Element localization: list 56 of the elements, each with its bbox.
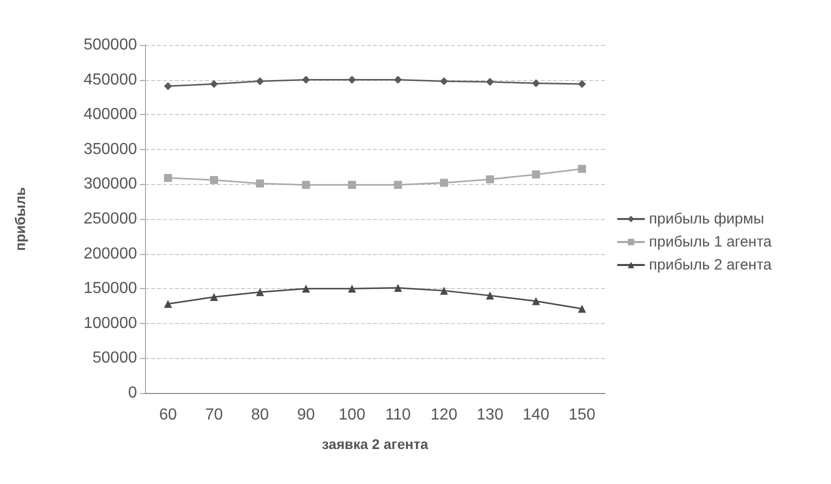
- x-tick-label: 60: [159, 406, 177, 424]
- point: [486, 292, 494, 300]
- point: [348, 284, 356, 293]
- point: [440, 178, 448, 187]
- point: [210, 80, 218, 88]
- y-tick-label: 50000: [92, 350, 138, 367]
- y-tick-label: 0: [128, 384, 138, 402]
- point: [302, 180, 310, 189]
- point: [164, 174, 172, 182]
- point: [578, 164, 586, 173]
- y-tick-label: 200000: [84, 245, 138, 262]
- legend-label: прибыль 1 агента: [649, 234, 772, 250]
- point: [256, 77, 264, 86]
- point: [440, 286, 448, 295]
- y-tick-label: 100000: [84, 314, 138, 332]
- y-tick-label: 300000: [84, 176, 138, 193]
- point: [164, 300, 172, 308]
- point: [302, 76, 310, 84]
- point: [348, 76, 356, 84]
- point: [532, 297, 540, 306]
- point: [394, 76, 402, 84]
- point: [210, 292, 218, 301]
- y-tick-label: 400000: [84, 106, 138, 124]
- point: [164, 82, 172, 90]
- point: [440, 77, 448, 86]
- y-axis-title: прибыль: [12, 186, 28, 251]
- point: [394, 180, 402, 189]
- y-tick-label: 250000: [84, 210, 138, 228]
- x-tick-label: 70: [205, 406, 223, 424]
- legend-label: прибыль фирмы: [649, 210, 764, 228]
- point: [578, 304, 586, 313]
- x-axis-title: заявка 2 агента: [322, 436, 428, 452]
- point: [486, 78, 494, 86]
- x-tick-label: 90: [297, 406, 315, 424]
- y-tick-label: 150000: [84, 280, 138, 298]
- point: [486, 175, 494, 184]
- point: [256, 180, 264, 188]
- point: [302, 284, 310, 293]
- point: [578, 80, 586, 88]
- legend-label: прибыль 2 агента: [649, 256, 772, 274]
- point: [532, 79, 540, 88]
- x-tick-label: 130: [476, 406, 504, 424]
- y-tick-label: 450000: [84, 71, 138, 88]
- x-tick-label: 120: [430, 406, 458, 424]
- point: [532, 170, 540, 178]
- x-tick-label: 110: [385, 406, 411, 424]
- x-tick-label: 100: [338, 406, 366, 424]
- point: [210, 176, 218, 184]
- y-tick-label: 500000: [84, 36, 138, 54]
- x-tick-label: 140: [522, 406, 550, 424]
- x-tick-label: 80: [251, 406, 269, 424]
- point: [348, 180, 356, 189]
- y-tick-label: 350000: [84, 140, 138, 158]
- point: [256, 288, 264, 296]
- x-tick-label: 150: [568, 406, 596, 424]
- point: [394, 284, 402, 292]
